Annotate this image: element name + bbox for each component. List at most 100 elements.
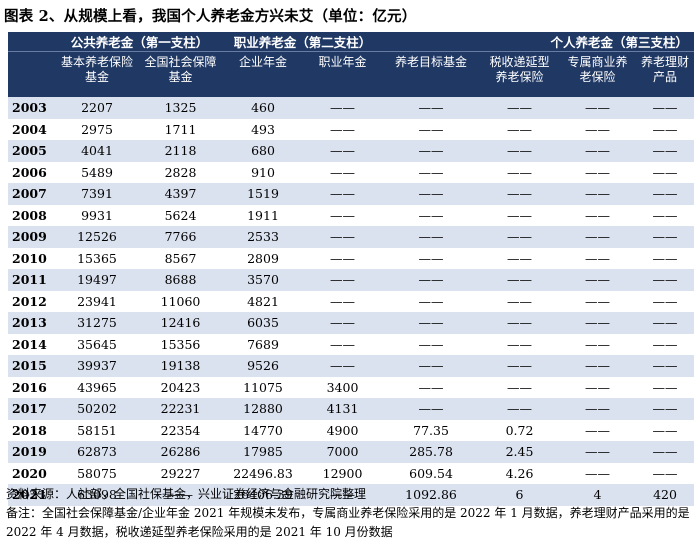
table-cell: —— [559, 376, 637, 398]
table-row: 2011 19497 8688 3570 —— —— —— —— —— [8, 269, 695, 291]
table-cell: —— [382, 398, 481, 420]
table-cell: 0.72 [480, 419, 560, 441]
table-cell: —— [303, 183, 383, 205]
table-cell: —— [636, 269, 695, 291]
table-cell: 43965 [56, 376, 138, 398]
table-row: 2021 63098 —— 26406.39 —— 1092.86 6 4 420 [8, 484, 695, 506]
pension-table: 公共养老金（第一支柱） 职业养老金（第二支柱） 个人养老金（第三支柱） 基本养老… [8, 32, 695, 506]
table-cell: 493 [223, 118, 304, 140]
table-cell: 2828 [138, 161, 224, 183]
group-header-pillar-3: 个人养老金（第三支柱） [382, 32, 695, 52]
table-cell: 609.54 [382, 462, 481, 484]
table-cell: —— [559, 269, 637, 291]
table-cell: —— [636, 333, 695, 355]
table-cell: —— [636, 419, 695, 441]
table-cell: 7689 [223, 333, 304, 355]
table-cell: 9931 [56, 204, 138, 226]
table-cell: 7766 [138, 226, 224, 248]
table-cell: —— [303, 226, 383, 248]
group-header-pillar-2: 职业养老金（第二支柱） [223, 32, 383, 52]
table-row: 2014 35645 15356 7689 —— —— —— —— —— [8, 333, 695, 355]
row-year-cell: 2008 [8, 204, 56, 226]
table-cell: —— [559, 140, 637, 162]
source-note: 资料来源：人社部，全国社保基金，兴业证券经济与金融研究院整理 [6, 487, 367, 501]
column-header-pension-wealth-products: 养老理财产品 [636, 51, 695, 97]
table-cell: —— [382, 161, 481, 183]
table-cell: —— [636, 290, 695, 312]
page-title: 图表 2、从规模上看，我国个人养老金方兴未艾（单位：亿元） [4, 8, 417, 25]
corner-cell [8, 32, 56, 52]
table-cell: 58151 [56, 419, 138, 441]
table-cell: —— [303, 333, 383, 355]
table-cell: —— [636, 355, 695, 377]
table-cell: —— [382, 118, 481, 140]
column-header-social-security-fund: 全国社会保障基金 [138, 51, 224, 97]
table-cell: 460 [223, 97, 304, 119]
remark-line-1: 备注：全国社会保障基金/企业年金 2021 年规模未发布，专属商业养老保险采用的… [6, 506, 690, 520]
table-cell: 7391 [56, 183, 138, 205]
table-cell: —— [480, 118, 560, 140]
table-cell: 23941 [56, 290, 138, 312]
table-row: 2008 9931 5624 1911 —— —— —— —— —— [8, 204, 695, 226]
table-cell: —— [480, 226, 560, 248]
table-cell: —— [636, 140, 695, 162]
table-cell: 19497 [56, 269, 138, 291]
table-cell: —— [636, 398, 695, 420]
table-cell: —— [382, 204, 481, 226]
table-cell: —— [636, 376, 695, 398]
table-cell: —— [636, 247, 695, 269]
table-cell: —— [636, 226, 695, 248]
table-cell: 77.35 [382, 419, 481, 441]
table-cell: 6035 [223, 312, 304, 334]
column-header-row: 基本养老保险基金 全国社会保障基金 企业年金 职业年金 养老目标基金 税收递延型… [8, 51, 695, 97]
table-cell: 26406.39 [223, 484, 304, 506]
table-cell: 6 [480, 484, 560, 506]
column-header-year [8, 51, 56, 97]
table-cell: 8567 [138, 247, 224, 269]
group-header-row: 公共养老金（第一支柱） 职业养老金（第二支柱） 个人养老金（第三支柱） [8, 32, 695, 52]
table-row: 2010 15365 8567 2809 —— —— —— —— —— [8, 247, 695, 269]
table-cell: —— [382, 226, 481, 248]
table-cell: 4821 [223, 290, 304, 312]
table-cell: —— [480, 333, 560, 355]
table-row: 2013 31275 12416 6035 —— —— —— —— —— [8, 312, 695, 334]
table-cell: —— [382, 269, 481, 291]
table-row: 2007 7391 4397 1519 —— —— —— —— —— [8, 183, 695, 205]
table-cell: 22496.83 [223, 462, 304, 484]
row-year-cell: 2021 [8, 484, 56, 506]
table-cell: —— [559, 118, 637, 140]
table-cell: —— [559, 398, 637, 420]
row-year-cell: 2015 [8, 355, 56, 377]
table-cell: 2975 [56, 118, 138, 140]
table-cell: 1911 [223, 204, 304, 226]
table-cell: —— [480, 183, 560, 205]
table-cell: —— [303, 97, 383, 119]
table-cell: —— [480, 97, 560, 119]
table-row: 2005 4041 2118 680 —— —— —— —— —— [8, 140, 695, 162]
table-row: 2016 43965 20423 11075 3400 —— —— —— —— [8, 376, 695, 398]
table-row: 2004 2975 1711 493 —— —— —— —— —— [8, 118, 695, 140]
table-cell: —— [636, 312, 695, 334]
table-cell: 1711 [138, 118, 224, 140]
row-year-cell: 2004 [8, 118, 56, 140]
table-cell: 2118 [138, 140, 224, 162]
table-cell: —— [480, 140, 560, 162]
row-year-cell: 2011 [8, 269, 56, 291]
table-cell: 26286 [138, 441, 224, 463]
table-cell: 39937 [56, 355, 138, 377]
table-cell: 12880 [223, 398, 304, 420]
column-header-target-fund: 养老目标基金 [382, 51, 481, 97]
table-cell: 910 [223, 161, 304, 183]
table-cell: —— [559, 204, 637, 226]
table-cell: —— [303, 140, 383, 162]
table-cell: 11075 [223, 376, 304, 398]
table-cell: —— [480, 290, 560, 312]
row-year-cell: 2012 [8, 290, 56, 312]
table-row: 2012 23941 11060 4821 —— —— —— —— —— [8, 290, 695, 312]
table-cell: 12900 [303, 462, 383, 484]
table-cell: —— [303, 355, 383, 377]
table-cell: —— [138, 484, 224, 506]
notes: 资料来源：人社部，全国社保基金，兴业证券经济与金融研究院整理 备注：全国社会保障… [6, 485, 696, 542]
table-cell: —— [559, 290, 637, 312]
table-cell: 1092.86 [382, 484, 481, 506]
